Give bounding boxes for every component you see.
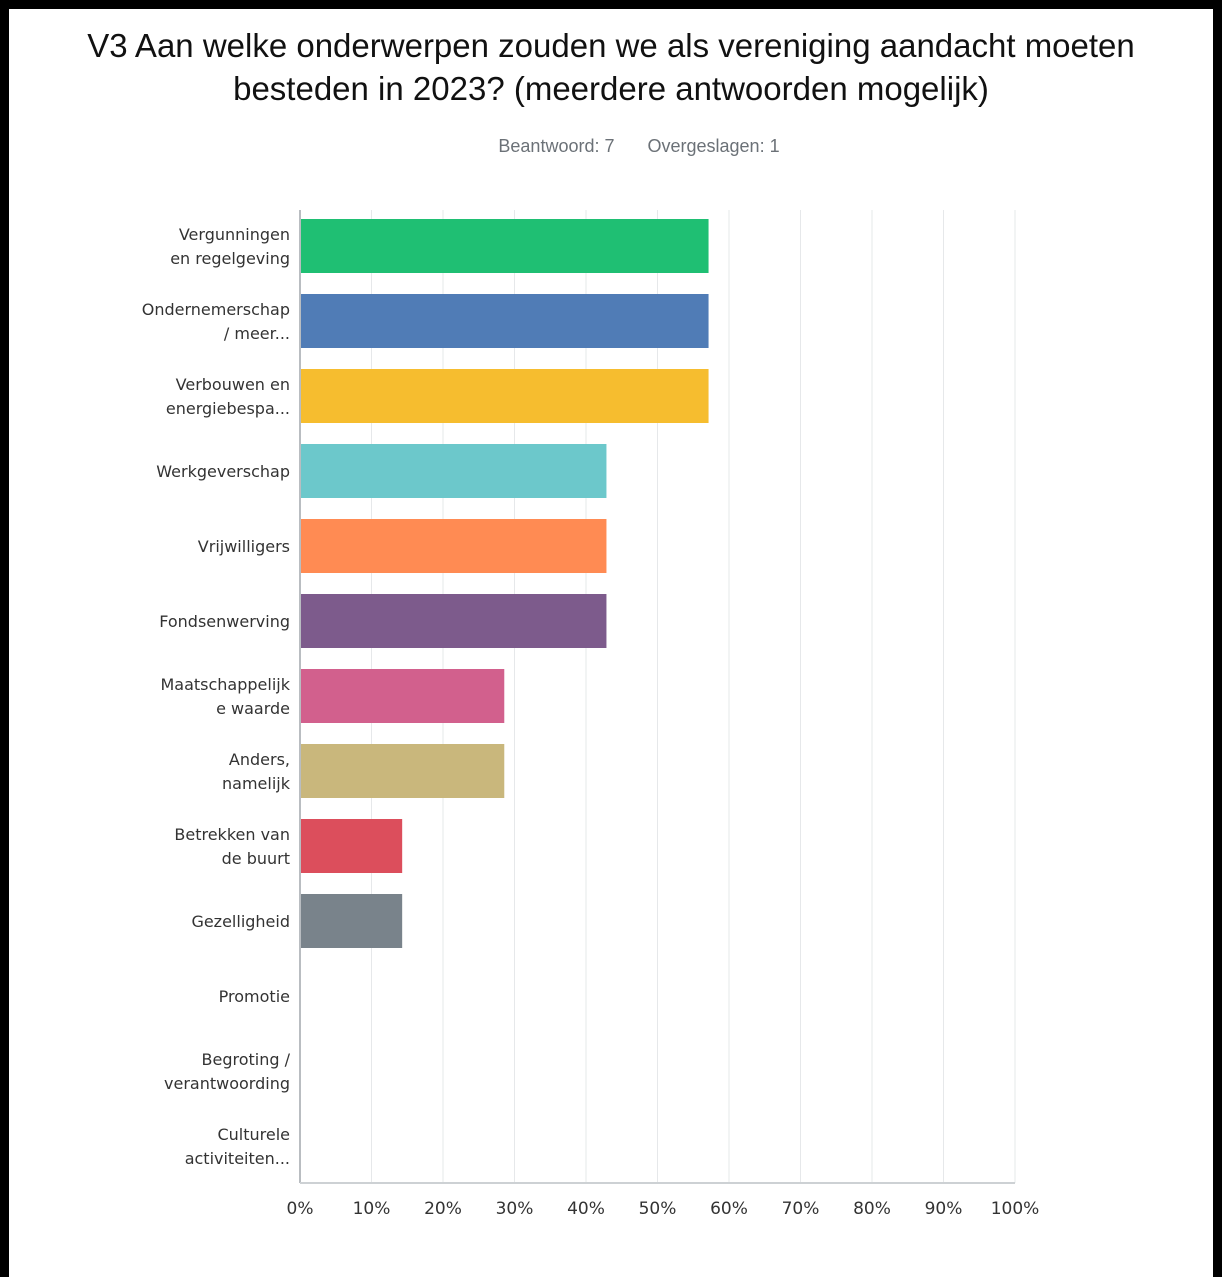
bar — [300, 294, 709, 348]
category-label: Betrekken van — [174, 825, 290, 844]
bar — [300, 219, 709, 273]
category-label: activiteiten... — [185, 1149, 290, 1168]
category-label: Culturele — [217, 1125, 290, 1144]
x-tick-label: 70% — [782, 1199, 820, 1219]
category-label: Fondsenwerving — [159, 612, 290, 631]
category-label: Anders, — [229, 750, 290, 769]
x-tick-label: 10% — [353, 1199, 391, 1219]
title-line-2: besteden in 2023? (meerdere antwoorden m… — [233, 70, 989, 107]
category-label: Vrijwilligers — [198, 537, 290, 556]
respondent-summary: Beantwoord: 7 Overgeslagen: 1 — [0, 136, 1222, 157]
bar — [300, 744, 505, 798]
x-tick-label: 60% — [710, 1199, 748, 1219]
x-tick-label: 20% — [424, 1199, 462, 1219]
category-label: / meer... — [224, 324, 290, 343]
bar — [300, 894, 403, 948]
x-tick-label: 0% — [287, 1199, 314, 1219]
x-tick-label: 50% — [639, 1199, 677, 1219]
title-line-1: V3 Aan welke onderwerpen zouden we als v… — [87, 27, 1135, 64]
category-label: Promotie — [219, 987, 290, 1006]
bar — [300, 594, 607, 648]
bar — [300, 369, 709, 423]
question-title: V3 Aan welke onderwerpen zouden we als v… — [0, 24, 1222, 110]
bar — [300, 444, 607, 498]
answered-count: Beantwoord: 7 — [498, 136, 615, 156]
category-label: Ondernemerschap — [142, 300, 290, 319]
category-label: energiebespa... — [166, 399, 290, 418]
bar — [300, 519, 607, 573]
category-label: verantwoording — [164, 1074, 290, 1093]
bar — [300, 669, 505, 723]
x-tick-label: 40% — [567, 1199, 605, 1219]
category-label: Begroting / — [202, 1050, 291, 1069]
category-label: Werkgeverschap — [156, 462, 290, 481]
category-label: Verbouwen en — [176, 375, 290, 394]
x-tick-label: 90% — [925, 1199, 963, 1219]
category-label: namelijk — [222, 774, 291, 793]
category-label: Gezelligheid — [191, 912, 290, 931]
bar — [300, 819, 403, 873]
category-label: Maatschappelijk — [160, 675, 290, 694]
category-label: e waarde — [216, 699, 290, 718]
x-tick-label: 100% — [991, 1199, 1040, 1219]
category-label: en regelgeving — [170, 249, 290, 268]
category-label: de buurt — [222, 849, 290, 868]
category-label: Vergunningen — [179, 225, 290, 244]
skipped-count: Overgeslagen: 1 — [647, 136, 780, 156]
x-tick-label: 80% — [853, 1199, 891, 1219]
x-tick-label: 30% — [496, 1199, 534, 1219]
